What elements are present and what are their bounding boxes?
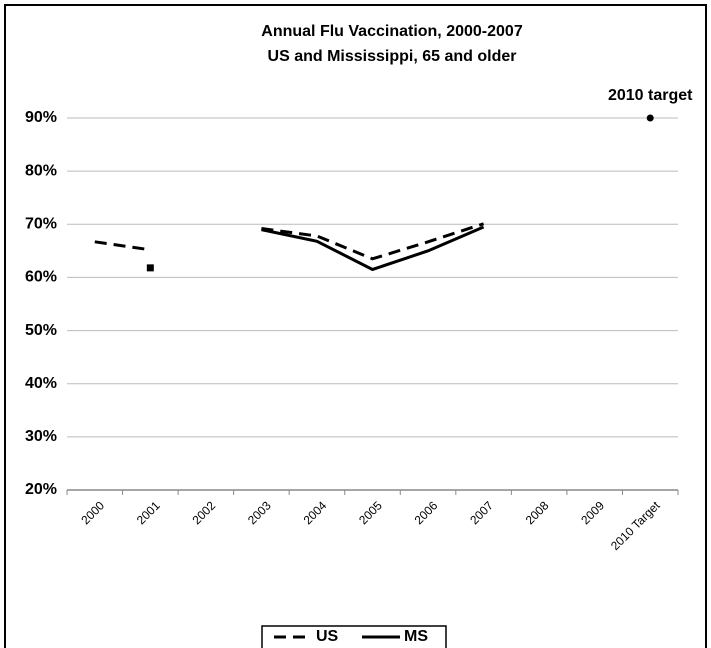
legend-label: MS (404, 628, 428, 645)
y-tick-label: 20% (25, 481, 57, 498)
y-tick-label: 80% (25, 162, 57, 179)
y-tick-label: 30% (25, 428, 57, 445)
chart-title: Annual Flu Vaccination, 2000-2007 (261, 23, 523, 40)
line-series (261, 222, 485, 261)
y-tick-label: 90% (25, 109, 57, 126)
chart-border (4, 4, 707, 648)
legend-label: US (316, 628, 339, 645)
chart-subtitle: US and Mississippi, 65 and older (268, 48, 517, 65)
target-point (646, 114, 654, 122)
y-tick-label: 50% (25, 322, 57, 339)
target-label: 2010 target (608, 87, 693, 104)
y-tick-label: 60% (25, 269, 57, 286)
line-series (261, 225, 485, 272)
line-series (94, 240, 151, 252)
y-tick-label: 40% (25, 375, 57, 392)
y-tick-label: 70% (25, 216, 57, 233)
line-point (146, 264, 154, 272)
legend-box (261, 625, 447, 648)
